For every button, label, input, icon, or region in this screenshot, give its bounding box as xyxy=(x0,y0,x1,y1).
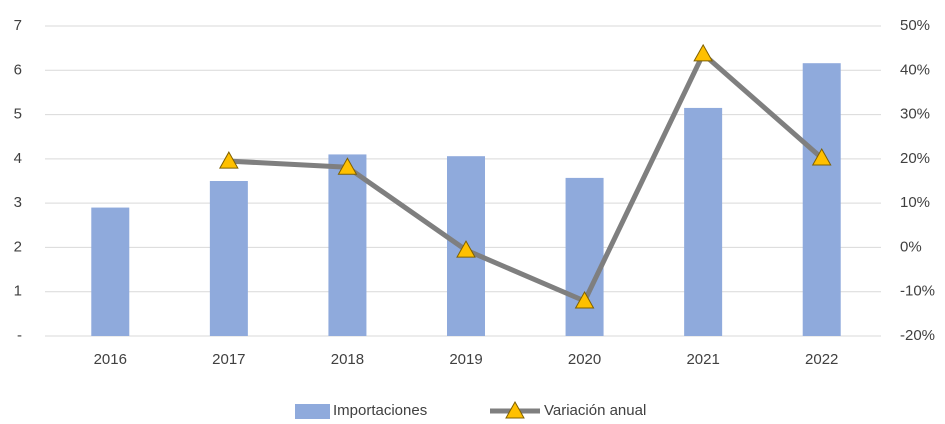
bar xyxy=(802,63,841,336)
bar xyxy=(91,207,130,336)
y2-tick-label: 10% xyxy=(900,194,930,211)
bar xyxy=(684,107,723,336)
x-tick-label: 2016 xyxy=(94,351,127,368)
legend-swatch xyxy=(295,404,330,419)
y-tick-label: 4 xyxy=(14,150,22,167)
marker xyxy=(811,147,832,166)
y-tick-label: 5 xyxy=(14,106,22,123)
bar xyxy=(209,181,248,336)
y-tick-label: 6 xyxy=(14,61,22,78)
legend-label: Variación anual xyxy=(544,402,646,419)
marker xyxy=(219,151,239,169)
y-tick-label: 3 xyxy=(14,194,22,211)
y-tick-label: 7 xyxy=(14,17,22,34)
bar xyxy=(328,154,367,336)
y2-tick-label: 30% xyxy=(900,106,930,123)
y2-tick-label: 0% xyxy=(900,238,922,255)
line xyxy=(228,51,824,304)
bar xyxy=(565,177,604,336)
y2-tick-label: -10% xyxy=(900,283,935,300)
y2-tick-label: 40% xyxy=(900,61,930,78)
marker xyxy=(693,43,713,62)
y-tick-label: 1 xyxy=(14,283,22,300)
marker xyxy=(337,157,358,175)
legend-label: Importaciones xyxy=(333,402,427,419)
y2-tick-label: -20% xyxy=(900,327,935,344)
marker xyxy=(456,240,476,258)
legend-marker xyxy=(505,400,525,419)
y2-tick-label: 20% xyxy=(900,150,930,167)
x-tick-label: 2020 xyxy=(568,351,601,368)
x-tick-label: 2017 xyxy=(212,351,245,368)
marker xyxy=(574,290,595,309)
y2-tick-label: 50% xyxy=(900,17,930,34)
x-tick-label: 2018 xyxy=(331,351,364,368)
y-tick-label: - xyxy=(17,327,22,344)
x-tick-label: 2019 xyxy=(449,351,482,368)
x-tick-label: 2022 xyxy=(805,351,838,368)
y-tick-label: 2 xyxy=(14,238,22,255)
x-tick-label: 2021 xyxy=(686,351,719,368)
